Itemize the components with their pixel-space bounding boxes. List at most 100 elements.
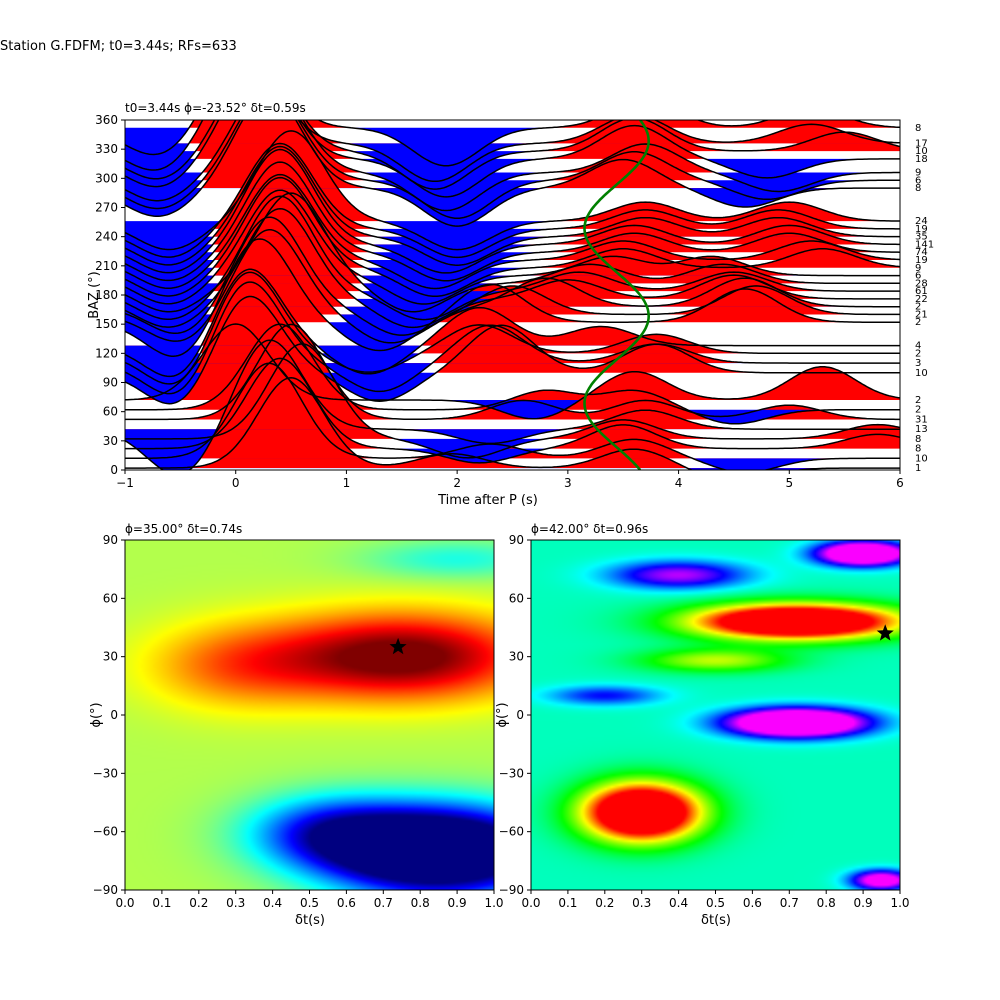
heatmap-x-tick-label: 0.8	[411, 896, 430, 910]
right-heatmap	[531, 540, 900, 890]
rf-negative-fill	[125, 458, 900, 470]
rf-count-label: 19	[915, 224, 928, 235]
rf-positive-fill	[125, 324, 900, 400]
figure-suptitle: Station G.FDFM; t0=3.44s; RFs=633	[0, 39, 237, 54]
rf-trace-line	[125, 192, 900, 313]
rf-x-tick-label: 0	[232, 476, 240, 490]
left-heatmap	[125, 540, 494, 890]
rf-y-tick-label: 120	[95, 346, 118, 360]
rf-negative-fill	[125, 409, 900, 424]
heatmap-x-tick-label: 0.1	[558, 896, 577, 910]
heatmap-x-tick-label: 0.9	[448, 896, 467, 910]
rf-x-tick-label: −1	[116, 476, 134, 490]
rf-trace-line	[125, 173, 900, 290]
heatmap-y-tick-label: 30	[509, 650, 524, 664]
rf-count-label: 10	[915, 146, 928, 157]
right-heatmap-y-ticks: −90 −60 −30 0 30 60 90	[499, 533, 531, 897]
heatmap-y-tick-label: 30	[103, 650, 118, 664]
heatmap-x-tick-label: 1.0	[484, 896, 503, 910]
rf-x-tick-label: 1	[343, 476, 351, 490]
rf-positive-fill	[125, 120, 900, 128]
rf-x-tick-label: 5	[785, 476, 793, 490]
rf-trace-line	[125, 120, 900, 212]
rf-y-tick-label: 210	[95, 259, 118, 273]
heatmap-y-tick-label: 90	[103, 533, 118, 547]
heatmap-x-tick-label: 0.4	[669, 896, 688, 910]
rf-positive-fill	[125, 324, 900, 410]
rf-trace-line	[125, 323, 900, 421]
rf-trace-line	[125, 377, 900, 470]
rf-count-label: 8	[915, 123, 921, 134]
rf-trace-line	[125, 120, 900, 220]
heatmap-x-tick-label: 0.3	[226, 896, 245, 910]
rf-count-label: 2	[915, 302, 921, 313]
rf-count-label: 22	[915, 294, 928, 305]
rf-count-label: 4	[915, 341, 921, 352]
heatmap-x-tick-label: 0.0	[521, 896, 540, 910]
rf-count-label: 3	[915, 358, 921, 369]
rf-count-label: 8	[915, 434, 921, 445]
rf-trace-line	[125, 120, 900, 190]
rf-negative-fill	[125, 180, 900, 219]
grid-search-left-panel: ϕ=35.00° δt=0.74s 0.0 0.1 0.2 0.3 0.4 0.5 0.6 0…	[89, 522, 504, 928]
heatmap-x-tick-label: 0.6	[743, 896, 762, 910]
rf-trace-line	[125, 281, 900, 395]
rf-negative-fill	[125, 172, 900, 211]
right-heatmap-x-label: δt(s)	[701, 913, 731, 928]
rf-positive-fill	[125, 130, 900, 222]
rf-trace-line	[125, 142, 900, 259]
rf-count-label: 1	[915, 463, 921, 474]
left-heatmap-y-label: ϕ(°)	[89, 702, 104, 727]
rf-trace-line	[125, 339, 900, 470]
rf-y-ticks: 0 30 60 90 120 150 180 210 240 270 300 330 360	[95, 113, 125, 477]
rf-negative-fill	[125, 429, 900, 470]
rf-trace-line	[125, 148, 900, 274]
rf-negative-fill	[125, 221, 900, 250]
rf-trace-line	[125, 120, 900, 167]
rf-count-label: 74	[915, 247, 928, 258]
rf-count-label: 9	[915, 263, 921, 274]
right-heatmap-y-label: ϕ(°)	[495, 702, 510, 727]
rf-model-curve	[583, 120, 651, 470]
rf-x-tick-label: 2	[453, 476, 461, 490]
rf-count-label: 18	[915, 154, 928, 165]
rf-y-tick-label: 300	[95, 171, 118, 185]
rf-negative-fill	[125, 400, 900, 419]
left-heatmap-x-label: δt(s)	[295, 913, 325, 928]
rf-negative-fill	[125, 188, 900, 227]
heatmap-y-tick-label: −30	[499, 766, 524, 780]
rf-trace-line	[125, 343, 900, 459]
rf-positive-fill	[125, 120, 900, 173]
heatmap-x-tick-label: 0.5	[706, 896, 725, 910]
rf-count-label: 13	[915, 424, 928, 435]
rf-count-label: 9	[915, 168, 921, 179]
rf-y-tick-label: 60	[103, 405, 118, 419]
left-best-fit-star-icon	[389, 637, 407, 655]
rf-count-label: 35	[915, 232, 928, 243]
heatmap-x-tick-label: 0.7	[780, 896, 799, 910]
rf-y-tick-label: 30	[103, 434, 118, 448]
rf-gather-panel: t0=3.44s ϕ=-23.52° δt=0.59s −1 0 1 2 3 4 5 6 03…	[87, 101, 934, 508]
rf-y-tick-label: 270	[95, 201, 118, 215]
heatmap-x-tick-label: 0.9	[854, 896, 873, 910]
rf-trace-line	[125, 161, 900, 282]
rf-trace-line	[125, 271, 900, 385]
rf-x-tick-label: 6	[896, 476, 904, 490]
rf-count-label: 2	[915, 395, 921, 406]
heatmap-y-tick-label: 60	[103, 591, 118, 605]
rf-negative-fill	[125, 448, 900, 463]
heatmap-y-tick-label: −60	[93, 825, 118, 839]
rf-trace-line	[125, 207, 900, 329]
heatmap-y-tick-label: 60	[509, 591, 524, 605]
rf-fills	[125, 120, 900, 470]
rf-y-tick-label: 330	[95, 142, 118, 156]
rf-y-tick-label: 150	[95, 317, 118, 331]
rf-trace-line	[125, 130, 900, 251]
rf-y-axis-label: BAZ (°)	[87, 271, 102, 319]
heatmap-y-tick-label: −30	[93, 766, 118, 780]
rf-trace-line	[125, 323, 900, 425]
rf-count-label: 2	[915, 348, 921, 359]
rf-count-label: 61	[915, 286, 928, 297]
heatmap-x-tick-label: 0.2	[595, 896, 614, 910]
